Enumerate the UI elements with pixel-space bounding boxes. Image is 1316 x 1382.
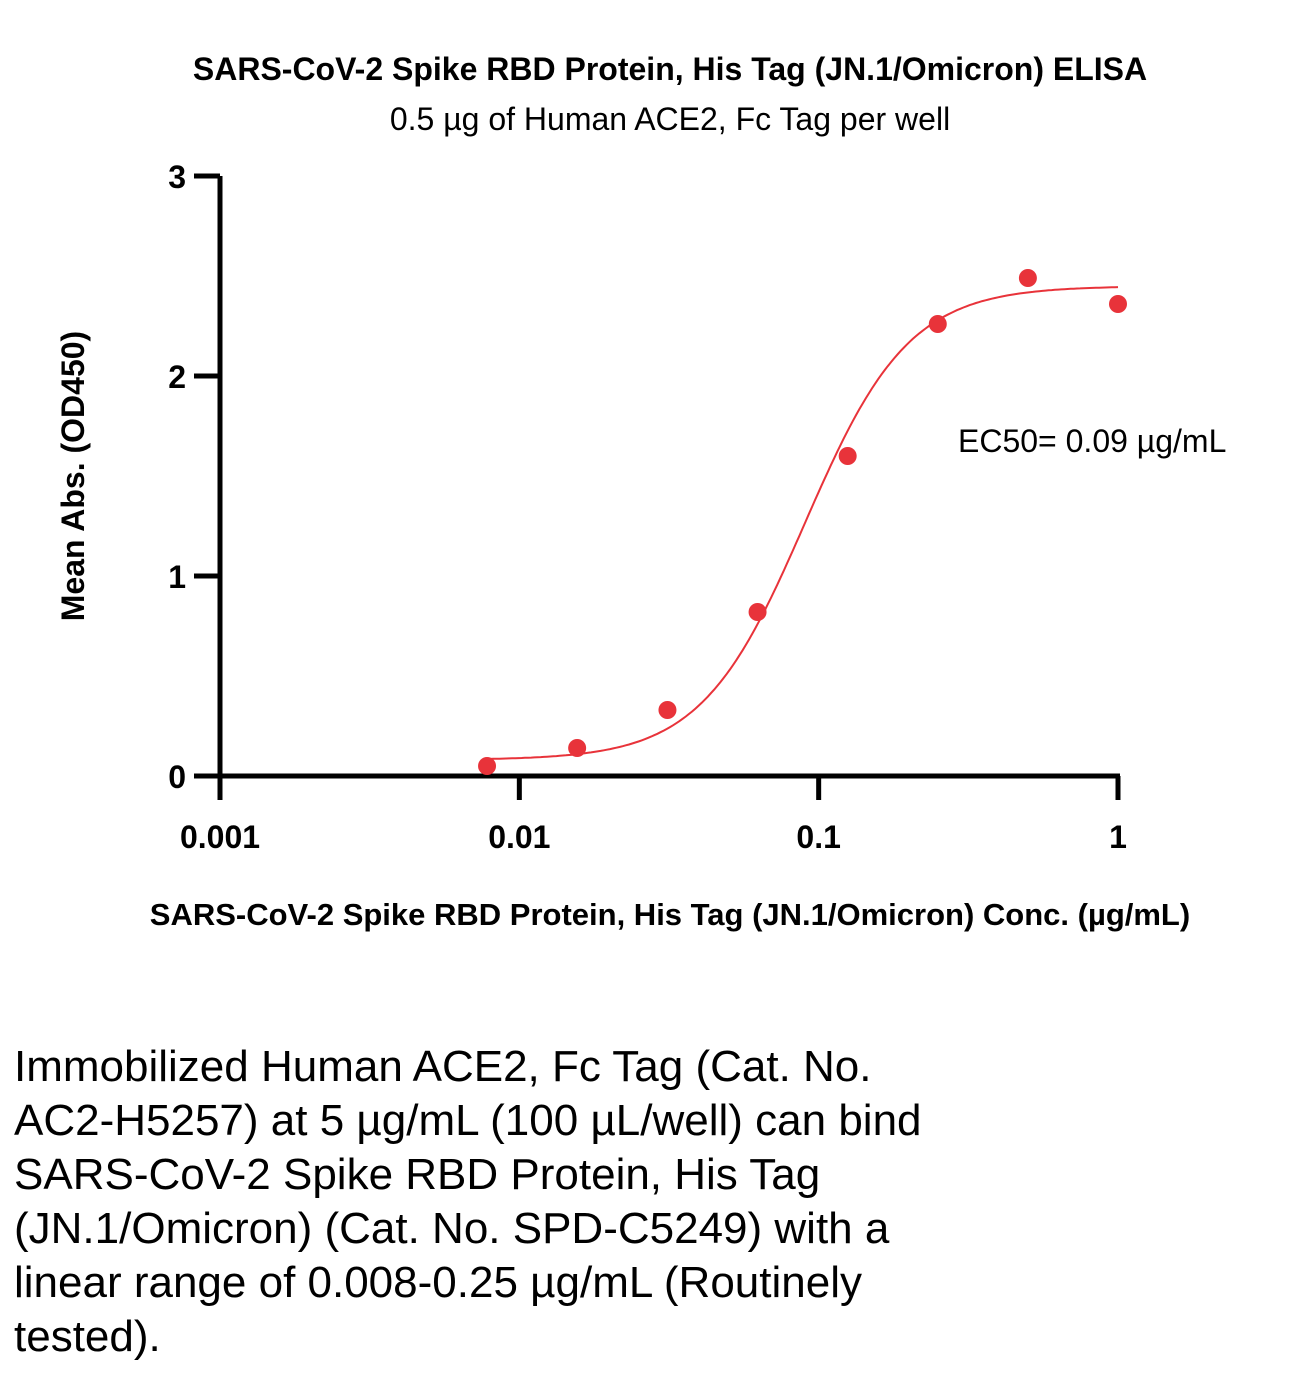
y-tick-label: 2 — [168, 359, 186, 395]
data-point — [658, 701, 677, 719]
x-tick-label: 0.001 — [180, 819, 260, 855]
elisa-chart: SARS-CoV-2 Spike RBD Protein, His Tag (J… — [55, 51, 1226, 932]
y-axis-ticks: 0 1 2 3 — [168, 159, 220, 795]
data-point — [838, 447, 857, 465]
caption-line: linear range of 0.008-0.25 µg/mL (Routin… — [14, 1258, 862, 1307]
x-axis-label: SARS-CoV-2 Spike RBD Protein, His Tag (J… — [150, 897, 1190, 932]
data-point — [928, 315, 947, 333]
x-tick-label: 1 — [1109, 819, 1127, 855]
data-point — [1109, 295, 1127, 313]
data-points — [478, 269, 1127, 775]
y-axis-label: Mean Abs. (OD450) — [55, 331, 91, 621]
caption-line: (JN.1/Omicron) (Cat. No. SPD-C5249) with… — [14, 1204, 890, 1253]
chart-subtitle: 0.5 µg of Human ACE2, Fc Tag per well — [390, 101, 950, 137]
data-point — [748, 603, 767, 621]
y-tick-label: 0 — [168, 759, 186, 795]
data-point — [1018, 269, 1037, 287]
x-tick-label: 0.01 — [488, 819, 550, 855]
x-axis-ticks: 0.001 0.01 0.1 1 — [180, 776, 1127, 855]
ec50-annotation: EC50= 0.09 µg/mL — [958, 423, 1226, 459]
caption-line: SARS-CoV-2 Spike RBD Protein, His Tag — [14, 1150, 821, 1199]
caption-line: AC2-H5257) at 5 µg/mL (100 µL/well) can … — [14, 1096, 922, 1145]
x-tick-label: 0.1 — [796, 819, 840, 855]
caption-line: tested). — [14, 1312, 161, 1361]
y-tick-label: 1 — [168, 559, 186, 595]
data-point — [478, 757, 497, 775]
y-tick-label: 3 — [168, 159, 186, 195]
caption: Immobilized Human ACE2, Fc Tag (Cat. No.… — [14, 1040, 1094, 1364]
data-point — [568, 739, 587, 757]
fit-curve — [486, 286, 1119, 760]
chart-title: SARS-CoV-2 Spike RBD Protein, His Tag (J… — [193, 51, 1147, 87]
caption-line: Immobilized Human ACE2, Fc Tag (Cat. No. — [14, 1042, 872, 1091]
axes — [217, 176, 1120, 779]
